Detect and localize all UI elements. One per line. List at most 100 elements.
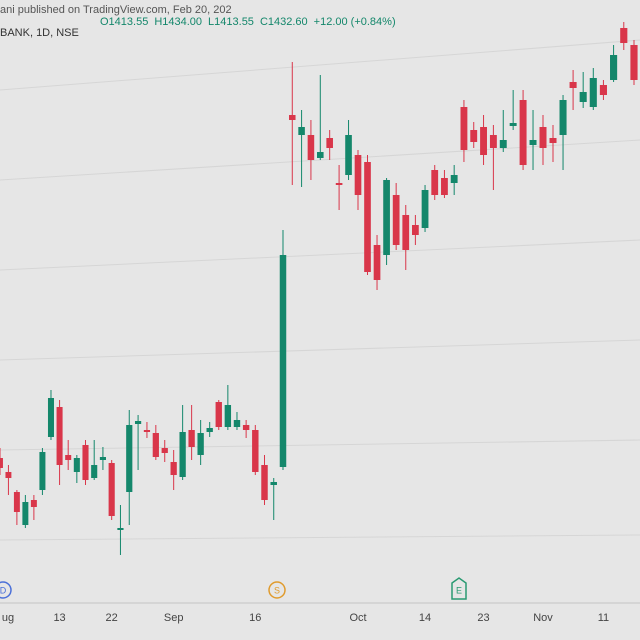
candle-body bbox=[549, 138, 557, 143]
candle-body bbox=[326, 138, 333, 148]
candle-body bbox=[170, 462, 177, 475]
candle-body bbox=[65, 455, 72, 460]
candle-body bbox=[197, 433, 204, 455]
candle-body bbox=[39, 452, 46, 490]
candle-body bbox=[559, 100, 567, 135]
candle-body bbox=[509, 123, 517, 126]
candle-body bbox=[589, 78, 597, 107]
ohlc-value: +12.00 (+0.84%) bbox=[314, 16, 396, 28]
candle-body bbox=[108, 463, 115, 516]
candle-body bbox=[252, 430, 259, 472]
candle-body bbox=[152, 433, 159, 457]
x-tick-label: Sep bbox=[164, 612, 184, 624]
candle-body bbox=[298, 127, 305, 135]
candle-body bbox=[5, 472, 12, 478]
candle-body bbox=[412, 225, 419, 235]
candle-body bbox=[373, 245, 381, 280]
candle-body bbox=[579, 92, 587, 102]
ohlc-value: C1432.60 bbox=[260, 16, 308, 28]
candle-body bbox=[307, 135, 315, 160]
candle-body bbox=[161, 448, 168, 453]
candle-body bbox=[489, 135, 497, 148]
candle-body bbox=[134, 421, 142, 424]
grid-line bbox=[0, 534, 640, 541]
candle-body bbox=[470, 130, 478, 142]
candle-body bbox=[270, 482, 277, 485]
candle-body bbox=[539, 127, 547, 148]
ohlc-value: H1434.00 bbox=[154, 16, 202, 28]
candle-body bbox=[519, 100, 527, 165]
candle-body bbox=[431, 170, 439, 195]
candle-body bbox=[91, 465, 98, 478]
split-icon bbox=[268, 581, 286, 599]
ohlc-legend: O1413.55 H1434.00 L1413.55 C1432.60 +12.00 (… bbox=[100, 16, 396, 28]
candle-body bbox=[441, 178, 448, 195]
candle-body bbox=[143, 430, 151, 432]
split-label: S bbox=[274, 585, 280, 595]
event-marker[interactable]: D bbox=[0, 581, 12, 599]
candle-body bbox=[499, 140, 507, 148]
candle-body bbox=[460, 107, 468, 150]
grid-line bbox=[0, 339, 640, 361]
candle-body bbox=[22, 502, 29, 525]
candle-body bbox=[82, 445, 89, 480]
grid-line bbox=[0, 439, 640, 451]
earnings-label: E bbox=[456, 585, 462, 595]
candle-body bbox=[569, 82, 577, 88]
x-tick-label: 22 bbox=[106, 612, 118, 624]
candle-body bbox=[610, 55, 618, 80]
candle-body bbox=[206, 428, 213, 432]
dividend-label: D bbox=[0, 585, 7, 595]
candle-body bbox=[117, 528, 124, 530]
x-tick-label: ug bbox=[2, 612, 14, 624]
candle-body bbox=[47, 398, 54, 437]
ohlc-value: O1413.55 bbox=[100, 16, 148, 28]
earnings-icon bbox=[451, 577, 467, 600]
candle-body bbox=[233, 420, 241, 427]
candle-body bbox=[188, 430, 195, 447]
candle-body bbox=[599, 85, 607, 95]
candle-body bbox=[56, 407, 63, 465]
event-marker[interactable]: S bbox=[268, 581, 286, 599]
candle-body bbox=[317, 152, 324, 158]
x-tick-label: 13 bbox=[53, 612, 65, 624]
candle-body bbox=[392, 195, 400, 245]
candle-body bbox=[421, 190, 429, 228]
event-marker[interactable]: E bbox=[451, 577, 467, 600]
dividend-icon bbox=[0, 581, 12, 599]
candle-body bbox=[289, 115, 296, 120]
candle-body bbox=[529, 140, 537, 145]
candle-body bbox=[354, 155, 362, 195]
candle-body bbox=[30, 500, 37, 507]
candle-body bbox=[261, 465, 268, 500]
grid-line bbox=[0, 39, 640, 91]
grid-line bbox=[0, 239, 640, 271]
candle-body bbox=[179, 432, 186, 477]
candle-body bbox=[480, 127, 487, 155]
x-tick-label: 23 bbox=[477, 612, 489, 624]
candle-body bbox=[450, 175, 458, 183]
x-tick-label: 14 bbox=[419, 612, 431, 624]
ohlc-value: L1413.55 bbox=[208, 16, 254, 28]
candle-body bbox=[335, 183, 343, 185]
publisher-text: ani published on TradingView.com, Feb 20… bbox=[0, 4, 232, 16]
candle-body bbox=[224, 405, 232, 427]
candle-body bbox=[126, 425, 133, 492]
symbol-text: BANK, 1D, NSE bbox=[0, 27, 79, 39]
x-tick-label: 16 bbox=[249, 612, 261, 624]
candle-body bbox=[279, 255, 287, 467]
candle-body bbox=[620, 28, 628, 43]
x-tick-label: Nov bbox=[533, 612, 553, 624]
candle-body bbox=[402, 215, 410, 250]
x-tick-label: 11 bbox=[598, 612, 609, 624]
candle-body bbox=[630, 45, 638, 80]
candle-body bbox=[99, 457, 106, 460]
candle-body bbox=[215, 402, 222, 427]
candle-body bbox=[364, 162, 371, 272]
candle-body bbox=[13, 492, 20, 512]
candle-body bbox=[383, 180, 390, 255]
candle-body bbox=[242, 425, 250, 430]
x-tick-label: Oct bbox=[349, 612, 366, 624]
